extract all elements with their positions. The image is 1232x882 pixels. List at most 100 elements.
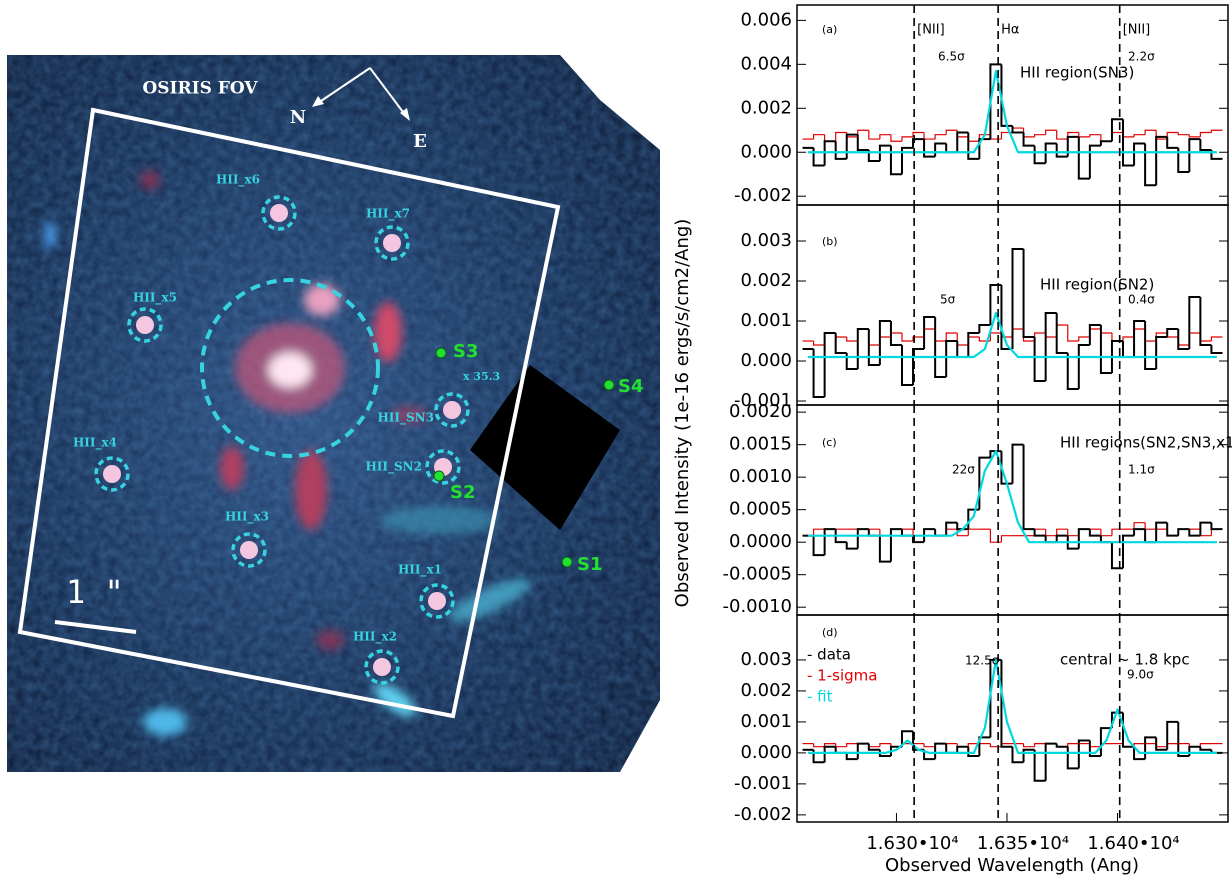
region-aperture	[231, 532, 267, 568]
spectrum-step	[845, 752, 858, 761]
y-tick-label: -0.002	[734, 804, 792, 825]
spectrum-step	[824, 743, 836, 747]
spectrum-step	[1144, 321, 1157, 370]
spectrum-step	[1011, 443, 1024, 484]
spectrum-step	[1066, 535, 1079, 550]
spectrum-step	[1177, 721, 1190, 757]
spectrum-step	[1144, 329, 1157, 342]
spectrum-step	[1067, 529, 1079, 537]
spectrum-step	[1177, 147, 1190, 174]
fit-line	[808, 311, 1217, 359]
region-aperture	[94, 456, 130, 492]
sky-image: OSIRIS FOV N E 1 " x 35.3 HII_x6 HII_x7 HI…	[7, 55, 660, 772]
x-axis-label: Observed Wavelength (Ang)	[885, 855, 1139, 876]
y-tick-label: -0.001	[734, 390, 792, 411]
spectrum-step	[1034, 134, 1046, 137]
spectrum-step	[1022, 249, 1035, 338]
spectrum-step	[956, 522, 969, 531]
spectrum-step	[1045, 129, 1057, 135]
spectrum-step	[845, 133, 858, 159]
fit-line	[808, 69, 1217, 154]
arrow-head	[400, 108, 410, 121]
spectrum-step	[978, 736, 991, 756]
spectrum-step	[1155, 135, 1168, 186]
region-label: HII_SN3	[377, 411, 434, 426]
fit-line	[808, 450, 1217, 544]
spectrum-step	[824, 332, 836, 345]
scale-label: 1 "	[66, 573, 124, 611]
blob	[304, 284, 340, 316]
spectrum-step	[846, 337, 858, 342]
spectrum-step	[1000, 535, 1013, 543]
spectrum-step	[867, 743, 880, 751]
spectrum-step	[1089, 328, 1101, 337]
spectrum-step	[1055, 743, 1068, 748]
spectrum-step	[1199, 529, 1212, 537]
spectrum-step	[989, 134, 1002, 140]
spectrum-step	[1000, 285, 1013, 350]
region-glow	[428, 592, 446, 610]
spectrum-step	[812, 528, 825, 536]
annotation: 0.4σ	[1128, 293, 1155, 307]
spectrum-step	[1077, 739, 1090, 769]
spectrum-step	[1055, 143, 1068, 158]
spectrum-step	[890, 134, 902, 142]
y-tick-label: 0.0020	[729, 401, 792, 422]
y-tick-label: 0.003	[740, 230, 792, 251]
y-tick-label: 0.000	[740, 141, 792, 162]
source-marker	[433, 470, 445, 482]
spectrum-step	[1110, 118, 1124, 142]
compass-label: E	[413, 131, 427, 152]
spectrum-step	[1110, 542, 1124, 570]
spectrum-step	[901, 333, 914, 342]
spectrum-step	[1022, 329, 1035, 342]
emission-blobs	[44, 170, 532, 736]
spectrum-step	[989, 529, 1002, 543]
spectrum-step	[868, 743, 880, 748]
region-glow	[103, 465, 121, 483]
annotation: 6.5σ	[938, 50, 965, 64]
spectrum-step	[934, 329, 947, 342]
plot-area	[802, 248, 1223, 398]
spectrum-step	[1100, 329, 1112, 334]
blob	[316, 630, 344, 650]
annotation: (a)	[822, 23, 837, 36]
masked-region	[470, 365, 620, 530]
x-tick-label: 1.635•10⁴	[977, 833, 1069, 854]
spectrum-step	[889, 145, 902, 176]
spectrum-step	[1011, 125, 1024, 134]
spectrum-step	[867, 329, 880, 366]
spectrum-step	[856, 742, 869, 760]
spectrum-step	[1045, 529, 1057, 537]
spectrum-step	[1111, 333, 1124, 342]
plot-area	[802, 63, 1223, 187]
y-tick-label: 0.0000	[729, 531, 792, 552]
spectrum-step	[1033, 529, 1046, 537]
spectrum-step	[1122, 336, 1135, 341]
spectrum-step	[1122, 534, 1135, 569]
spectrum-step	[1111, 131, 1124, 142]
spectrum-step	[901, 136, 914, 142]
spectrum-step	[1210, 336, 1223, 341]
region-glow	[270, 204, 288, 222]
fit-line	[808, 658, 1217, 754]
y-tick-label: 0.0015	[729, 434, 792, 455]
spectrum-step	[945, 521, 958, 536]
spectrum-step	[1188, 134, 1201, 138]
y-axis-label: Observed Intensity (1e-16 ergs/s/cm2/Ang…	[672, 219, 693, 608]
spectrum-step	[1022, 748, 1035, 763]
source-label: S1	[577, 554, 603, 575]
spectrum-step	[912, 138, 925, 148]
region-label: HII_x4	[73, 436, 117, 451]
spectrum-step	[1188, 529, 1201, 537]
spectrum-step	[835, 131, 847, 142]
source-marker	[435, 347, 447, 359]
annotation: HII region(SN3)	[1020, 64, 1134, 82]
spectrum-step	[1144, 736, 1157, 760]
spectrum-step	[1166, 136, 1179, 149]
region-glow	[383, 234, 401, 252]
spectrum-step	[1022, 128, 1035, 138]
spectrum-step	[1100, 529, 1112, 537]
annotation: HII regions(SN2,SN3,x1-7)	[1060, 434, 1232, 452]
